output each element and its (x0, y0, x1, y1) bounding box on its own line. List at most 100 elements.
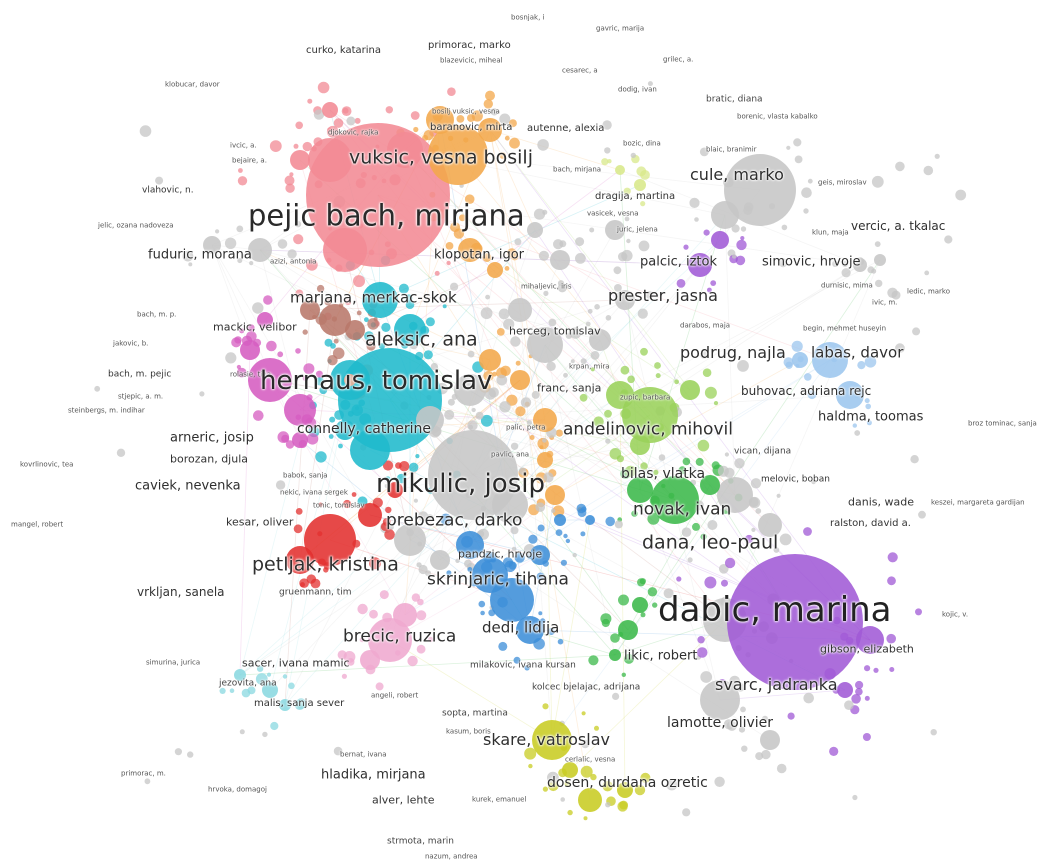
network-node[interactable] (416, 406, 444, 434)
network-node[interactable] (844, 700, 854, 710)
network-node[interactable] (740, 706, 746, 713)
network-node[interactable] (302, 329, 308, 335)
node-label[interactable]: hernaus, tomislav (260, 366, 493, 396)
node-label[interactable]: arneric, josip (170, 430, 254, 446)
network-node[interactable] (607, 159, 612, 164)
node-label[interactable]: steinbergs, m. indihar (68, 406, 145, 415)
node-label[interactable]: krpan, mira (569, 362, 610, 371)
network-node[interactable] (547, 628, 555, 635)
network-node[interactable] (428, 125, 488, 185)
network-node[interactable] (299, 578, 309, 588)
network-node[interactable] (382, 460, 394, 471)
network-node[interactable] (413, 126, 419, 133)
network-node[interactable] (736, 239, 747, 251)
network-node[interactable] (678, 466, 687, 475)
node-label[interactable]: gibson, elizabeth (820, 642, 914, 656)
network-node[interactable] (841, 268, 851, 278)
network-node[interactable] (647, 587, 658, 597)
network-node[interactable] (285, 183, 295, 193)
network-node[interactable] (619, 800, 628, 810)
network-node[interactable] (729, 675, 740, 687)
network-node[interactable] (483, 370, 494, 382)
network-node[interactable] (557, 638, 564, 645)
node-label[interactable]: buhovac, adriana rejc (741, 384, 872, 398)
network-node[interactable] (237, 176, 248, 186)
network-node[interactable] (430, 362, 439, 371)
network-node[interactable] (188, 262, 193, 267)
network-node[interactable] (548, 318, 557, 327)
network-node[interactable] (735, 255, 746, 266)
network-node[interactable] (381, 322, 391, 332)
network-node[interactable] (755, 508, 762, 514)
network-node[interactable] (559, 240, 567, 248)
network-node[interactable] (399, 461, 410, 472)
network-node[interactable] (315, 370, 323, 378)
network-node[interactable] (778, 351, 784, 357)
network-node[interactable] (632, 597, 648, 613)
network-node[interactable] (807, 178, 813, 184)
network-node[interactable] (385, 476, 391, 482)
network-node[interactable] (351, 492, 357, 497)
node-label[interactable]: kovrlinovic, tea (20, 460, 74, 469)
network-node[interactable] (499, 113, 511, 125)
network-node[interactable] (529, 435, 535, 440)
node-label[interactable]: gavric, marija (596, 24, 645, 33)
node-label[interactable]: ledic, marko (907, 287, 951, 296)
node-label[interactable]: grilec, a. (663, 55, 694, 64)
network-node[interactable] (409, 462, 419, 472)
node-label[interactable]: marjana, merkac-skok (290, 288, 457, 307)
node-label[interactable]: darabos, maja (680, 321, 731, 330)
node-label[interactable]: cule, marko (690, 165, 784, 184)
network-node[interactable] (490, 108, 498, 116)
network-node[interactable] (614, 520, 623, 529)
network-node[interactable] (458, 238, 482, 262)
network-node[interactable] (510, 526, 519, 535)
network-node[interactable] (322, 102, 338, 118)
node-label[interactable]: palic, petra (506, 423, 546, 432)
network-node[interactable] (446, 570, 452, 576)
network-node[interactable] (350, 430, 390, 470)
node-label[interactable]: curko, katarina (306, 45, 382, 56)
network-node[interactable] (284, 175, 295, 186)
node-label[interactable]: dragija, martina (595, 191, 676, 202)
node-label[interactable]: bosilj vuksic, vesna (432, 107, 500, 116)
network-node[interactable] (514, 552, 525, 563)
network-node[interactable] (492, 371, 497, 377)
network-node[interactable] (781, 224, 788, 231)
network-node[interactable] (394, 314, 426, 346)
network-node[interactable] (579, 393, 588, 402)
network-node[interactable] (695, 457, 704, 466)
network-node[interactable] (300, 300, 320, 320)
network-node[interactable] (407, 655, 418, 667)
network-node[interactable] (803, 692, 814, 704)
network-node[interactable] (379, 343, 385, 350)
network-node[interactable] (707, 520, 718, 530)
network-node[interactable] (237, 258, 243, 264)
node-label[interactable]: kasum, boris (446, 727, 491, 736)
network-node[interactable] (471, 110, 483, 122)
network-node[interactable] (895, 343, 905, 354)
network-node[interactable] (786, 145, 791, 150)
network-node[interactable] (450, 282, 459, 291)
network-node[interactable] (580, 531, 586, 537)
network-node[interactable] (304, 514, 356, 566)
network-node[interactable] (812, 342, 848, 378)
network-node[interactable] (726, 720, 738, 731)
network-node[interactable] (588, 655, 599, 666)
node-label[interactable]: djokovic, rajka (328, 128, 379, 137)
node-label[interactable]: dodig, ivan (618, 85, 657, 94)
network-node[interactable] (533, 408, 557, 432)
network-node[interactable] (480, 307, 493, 320)
network-node[interactable] (955, 189, 967, 201)
network-node[interactable] (555, 529, 563, 536)
network-node[interactable] (569, 327, 582, 339)
node-label[interactable]: aleksic, ana (365, 328, 478, 351)
network-node[interactable] (307, 98, 313, 104)
node-label[interactable]: mangel, robert (11, 520, 64, 529)
network-node[interactable] (700, 680, 740, 720)
network-node[interactable] (333, 118, 344, 128)
network-node[interactable] (655, 373, 661, 379)
network-node[interactable] (934, 153, 940, 159)
node-label[interactable]: simurina, jurica (146, 658, 201, 667)
node-label[interactable]: ivcic, a. (230, 141, 257, 150)
